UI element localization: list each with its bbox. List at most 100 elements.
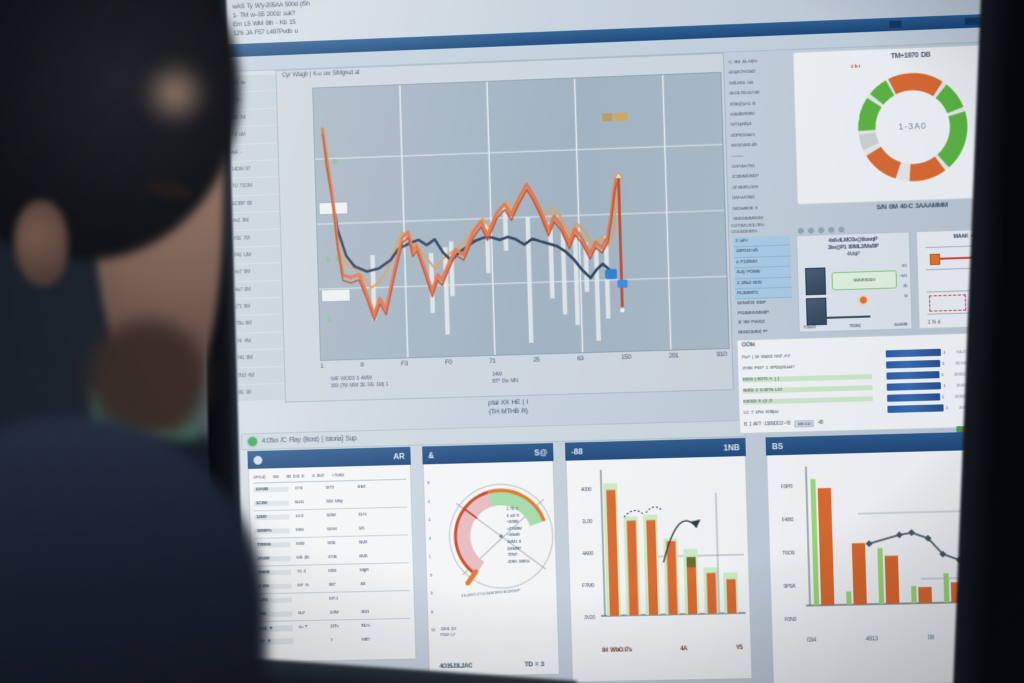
list-item: #1E 7M (233, 228, 281, 248)
titlebar-chip[interactable] (889, 20, 902, 29)
list-item: 4b (902, 283, 908, 289)
list-item: (71 9M (235, 297, 283, 317)
menu-text-block: wAS Ty W'y-205AA 500d (/5h 1- TM w--55 20… (232, 0, 499, 38)
list-item: ( (429, 553, 431, 559)
list-item: 7MJ 4M (237, 366, 285, 386)
panel-dot-icon (253, 455, 263, 465)
panel-title: AR (393, 451, 405, 461)
list-item: 9 (427, 480, 430, 486)
list-item: 1L00 (581, 519, 593, 526)
list-item: #u7 9M (234, 263, 282, 283)
warning-dot-icon[interactable] (859, 296, 868, 304)
green-tooltip: 9MMMM1M (831, 270, 898, 291)
list-item: 14DM 97 (231, 160, 279, 180)
list-item: M (904, 293, 908, 299)
footer-chip[interactable]: 59K410 (794, 419, 815, 428)
descending-bar-chart[interactable] (593, 462, 749, 644)
toolbar-dot-icon[interactable] (838, 226, 845, 233)
gauge-caption: 4O35J3L2AC (439, 663, 473, 671)
list-item: 4A00 (582, 551, 594, 558)
list-item: 741 9M (236, 349, 285, 369)
list-item: 034 (806, 637, 817, 644)
main-line-chart[interactable]: 9 a 2 9 1 9 L (312, 71, 730, 361)
list-item: 1 (428, 516, 431, 522)
chart-toolbar[interactable]: Cyr W/agb | K-u uw S/Mgrwd at (282, 69, 360, 79)
list-item: 3V20 (584, 615, 596, 622)
list-item: T6O9 (782, 550, 795, 557)
list-item: 9P5A (783, 583, 796, 590)
x-tick-label: 8 (360, 361, 364, 369)
gauge-small-labels: 13M1 (M F34A L? (440, 625, 456, 638)
x-tick-label: 910: (716, 350, 728, 359)
list-item: ~M1 (899, 272, 907, 279)
panel-icon: & (428, 450, 435, 460)
status-text: 4:05w /C Flay (Bost) | Istoria] Sup (261, 435, 357, 445)
mid-nav-list[interactable]: 2 w/H- 19PrO4+s/h a P13/9vM 4U/y PO945 3 2/9… (733, 235, 793, 347)
titlebar-close-chip[interactable] (964, 17, 982, 26)
list-item: F0N0 (784, 616, 797, 624)
card-baseline (809, 315, 871, 320)
x-tick-label: F0 (444, 359, 452, 367)
toolbar-dot-icon[interactable] (797, 227, 805, 235)
list-item: 4u7 9M (234, 280, 283, 300)
list-item: F7M0 (581, 583, 595, 590)
panel-icon: BS (771, 441, 784, 451)
bar-line-combo-chart[interactable] (796, 457, 1015, 632)
chart-legend-right: 14W BT* Dw MN (492, 371, 518, 385)
list-item: 4A (680, 646, 688, 653)
list-item: 4O (901, 262, 907, 269)
panel-title: S@ (534, 447, 548, 458)
gauge-caption-value: TD = 3 (524, 661, 545, 669)
list-item: 84 WbG:i7s (601, 647, 632, 654)
bottom-panel-bars-1: -88 1NB 4000 1L00 4A00 F7M0 3V20 84 WbG:i7s 4A… (564, 437, 753, 683)
person-ear (14, 200, 68, 286)
card-footer: 1 N d (927, 319, 941, 326)
x-tick-label: 1 (320, 362, 324, 370)
list-item: F4B0 (781, 517, 794, 524)
list-item: 4 (427, 498, 430, 504)
list-item: M (431, 627, 435, 633)
x-tick-label: 25 (532, 356, 540, 364)
list-item: 4000 (580, 487, 592, 494)
detail-card: 4x8-dLMO3v@8uwqP 3/w@P1 89ML3/Ms/9P 4MqP… (795, 231, 913, 333)
x-tick-label: F3 (400, 360, 408, 368)
bar-x-labels: 84 WbG:i7s 4A Y5 (602, 645, 743, 654)
list-item: 4 (428, 535, 431, 541)
monitor-screen: wAS Ty W'y-205AA 500d (/5h 1- TM w--55 20… (222, 0, 1024, 683)
toolbar-dot-icon[interactable] (807, 227, 815, 234)
x-tick-label: 150 (621, 353, 632, 362)
list-item: 4913 (865, 636, 878, 643)
list-item: 74. 4M (236, 332, 284, 351)
x-tick-label: 71 (489, 357, 496, 365)
red-dashed-highlight (928, 294, 967, 312)
gauge-chart[interactable] (438, 471, 561, 593)
list-item: 4uF - (230, 142, 278, 162)
list-item: Y5 (735, 645, 743, 652)
thumbnail-image[interactable] (805, 267, 827, 296)
list-item: 3 (430, 590, 433, 596)
bar-y-labels: F9P0 F4B0 T6O9 9P5A F0N0 (770, 471, 797, 638)
toolbar-dot-icon[interactable] (828, 226, 835, 234)
list-item: 9 (429, 572, 432, 578)
bar-y-labels: 4000 1L00 4A00 F7M0 3V20 (569, 474, 596, 634)
right-item-list[interactable]: C: 9M da MtAr annprO%Oat3 EnfLMox nat BLO1-… (728, 56, 792, 225)
toolbar-dot-icon[interactable] (818, 227, 825, 234)
right-list-caption: GJ/T3M1.9OL7B% Om/uM3MM% (730, 222, 765, 235)
panel-icon: -88 (571, 446, 583, 457)
list-item: 7U 71OM (231, 177, 279, 197)
table-header-left[interactable]: GOte (741, 342, 755, 349)
list-item: 9 (430, 608, 434, 614)
list-item: 4O9A 349Gv (507, 558, 530, 564)
x-tick-label: 201 (668, 352, 679, 360)
status-green-icon (247, 437, 258, 447)
list-item: P-3 uM (230, 125, 278, 145)
list-item: F9P0 (780, 484, 793, 491)
x-tick-label: 63 (577, 355, 584, 363)
thumbnail-image[interactable] (805, 297, 828, 326)
